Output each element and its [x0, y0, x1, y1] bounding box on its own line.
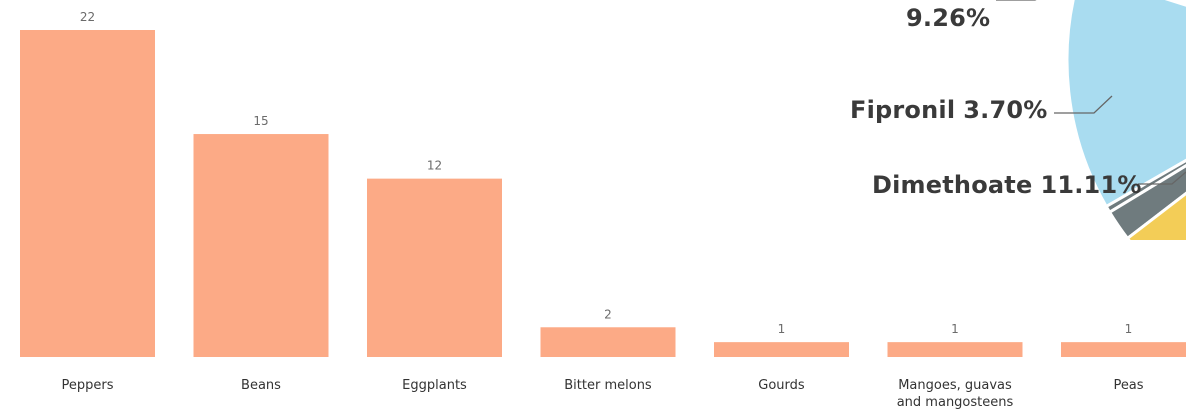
bar	[887, 342, 1023, 357]
pie-label-pct: 11.11%	[1040, 171, 1142, 199]
bar-value-label: 22	[80, 10, 95, 24]
pie-label-pct: 9.26%	[906, 4, 991, 32]
pie-chart: 9.26% Fipronil 3.70% Dimethoate 11.11%	[820, 0, 1186, 240]
leader-line	[1138, 171, 1186, 185]
bar-value-label: 1	[1125, 322, 1133, 336]
pie-label-fipronil: Fipronil 3.70%	[850, 96, 1048, 124]
category-label: Peppers	[62, 378, 114, 393]
bar-value-label: 12	[427, 159, 442, 173]
leader-line	[1054, 95, 1113, 114]
bar	[193, 134, 329, 357]
pie-slices	[996, 0, 1186, 240]
bar-value-label: 15	[253, 114, 268, 128]
pie-label-pct: 3.70%	[963, 96, 1048, 124]
bar-value-label: 2	[604, 307, 612, 321]
bar	[540, 327, 676, 357]
pie-label-dimethoate: Dimethoate 11.11%	[872, 171, 1142, 199]
category-label: Beans	[241, 378, 281, 393]
bar-value-label: 1	[778, 322, 786, 336]
pie-label-unnamed: 9.26%	[906, 4, 990, 32]
category-label: Peas	[1113, 378, 1143, 393]
bar	[20, 30, 155, 357]
bar-value-label: 1	[951, 322, 959, 336]
bar	[1061, 342, 1186, 357]
pie-label-name: Fipronil	[850, 96, 956, 124]
category-label: Bitter melons	[564, 378, 652, 393]
pie-label-name: Dimethoate	[872, 171, 1033, 199]
pie-slice	[1065, 0, 1186, 209]
bar	[714, 342, 849, 357]
category-label: Eggplants	[402, 378, 467, 393]
pie-slice	[1125, 191, 1186, 240]
category-label: and mangosteens	[897, 395, 1014, 410]
category-label: Mangoes, guavas	[898, 378, 1012, 393]
category-label: Gourds	[758, 378, 805, 393]
bar	[367, 178, 502, 357]
